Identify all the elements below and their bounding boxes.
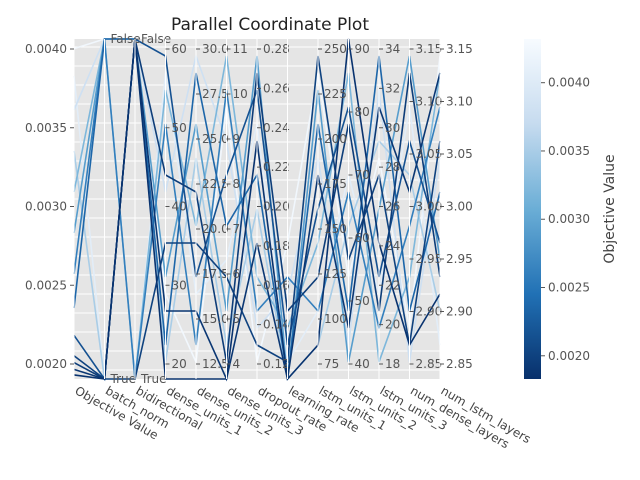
tick-label: 2.95 [446, 252, 473, 266]
tick-label: 3.05 [416, 147, 443, 161]
tick-label: 40 [355, 357, 370, 371]
tick-label: 3.15 [416, 42, 443, 56]
tick-label: 10 [233, 87, 248, 101]
tick-label: 2.85 [446, 357, 473, 371]
tick-label: 0.22 [263, 160, 290, 174]
tick-label: 2.85 [416, 357, 443, 371]
tick-label: 28 [385, 160, 400, 174]
tick-label: 4 [233, 357, 241, 371]
tick-label: 20 [385, 318, 400, 332]
tick-label: 0.0035 [25, 121, 67, 135]
tick-label: 0.14 [263, 318, 290, 332]
tick-label: 7 [233, 222, 241, 236]
tick-label: 60 [355, 231, 370, 245]
tick-label: 250 [324, 42, 347, 56]
tick-label: 30 [385, 121, 400, 135]
tick-label: 200 [324, 132, 347, 146]
tick-label: 30.0 [202, 42, 229, 56]
tick-label: 22 [385, 278, 400, 292]
tick-label: 3.10 [416, 95, 443, 109]
tick-label: 100 [324, 312, 347, 326]
colorbar-tick-label: 0.0030 [548, 212, 590, 226]
axes-group: Objective Value0.00200.00250.00300.00350… [25, 32, 533, 451]
tick-label: 0.20 [263, 200, 290, 214]
tick-label: 175 [324, 177, 347, 191]
tick-label: 20.0 [202, 222, 229, 236]
tick-label: 20 [172, 357, 187, 371]
tick-label: 26 [385, 200, 400, 214]
tick-label: 80 [355, 105, 370, 119]
tick-label: 12.5 [202, 357, 229, 371]
colorbar-tick-label: 0.0035 [548, 144, 590, 158]
tick-label: 18 [385, 357, 400, 371]
colorbar-tick-label: 0.0025 [548, 281, 590, 295]
tick-label: 0.0030 [25, 200, 67, 214]
chart-title: Parallel Coordinate Plot [171, 15, 369, 35]
tick-label: 125 [324, 267, 347, 281]
tick-label: 15.0 [202, 312, 229, 326]
tick-label: 90 [355, 42, 370, 56]
tick-label: 6 [233, 267, 241, 281]
tick-label: 0.0020 [25, 357, 67, 371]
tick-label: 70 [355, 168, 370, 182]
tick-label: 0.18 [263, 239, 290, 253]
colorbar-tick-label: 0.0020 [548, 349, 590, 363]
tick-label: 34 [385, 42, 400, 56]
tick-label: 60 [172, 42, 187, 56]
tick-label: 50 [355, 294, 370, 308]
tick-label: 3.10 [446, 95, 473, 109]
tick-label: 3.00 [446, 200, 473, 214]
tick-label: 3.00 [416, 200, 443, 214]
tick-label: 0.0025 [25, 278, 67, 292]
tick-label: True [110, 372, 137, 386]
tick-label: 17.5 [202, 267, 229, 281]
colorbar-tick-label: 0.0040 [548, 76, 590, 90]
tick-label: 9 [233, 132, 241, 146]
tick-label: True [140, 372, 167, 386]
tick-label: 75 [324, 357, 339, 371]
tick-label: 225 [324, 87, 347, 101]
tick-label: 5 [233, 312, 241, 326]
tick-label: 2.95 [416, 252, 443, 266]
tick-label: 0.28 [263, 42, 290, 56]
tick-label: 150 [324, 222, 347, 236]
colorbar-label: Objective Value [602, 154, 618, 263]
tick-label: 25.0 [202, 132, 229, 146]
tick-label: 0.24 [263, 121, 290, 135]
tick-label: False [141, 32, 171, 46]
colorbar: 0.0020 0.0025 0.0030 0.0035 0.0040 Objective … [524, 39, 618, 379]
tick-label: 27.5 [202, 87, 229, 101]
tick-label: 22.5 [202, 177, 229, 191]
tick-label: 0.12 [263, 357, 290, 371]
tick-label: 24 [385, 239, 400, 253]
tick-label: 0.26 [263, 81, 290, 95]
tick-label: 30 [172, 278, 187, 292]
tick-label: 32 [385, 81, 400, 95]
tick-label: 8 [233, 177, 241, 191]
tick-label: 40 [172, 200, 187, 214]
tick-label: False [111, 32, 141, 46]
tick-label: 2.90 [446, 305, 473, 319]
tick-label: 3.05 [446, 147, 473, 161]
tick-label: 0.0040 [25, 42, 67, 56]
tick-label: 2.90 [416, 305, 443, 319]
colorbar-gradient [524, 39, 541, 379]
tick-label: 3.15 [446, 42, 473, 56]
tick-label: 50 [172, 121, 187, 135]
tick-label: 0.16 [263, 278, 290, 292]
tick-label: 11 [233, 42, 248, 56]
